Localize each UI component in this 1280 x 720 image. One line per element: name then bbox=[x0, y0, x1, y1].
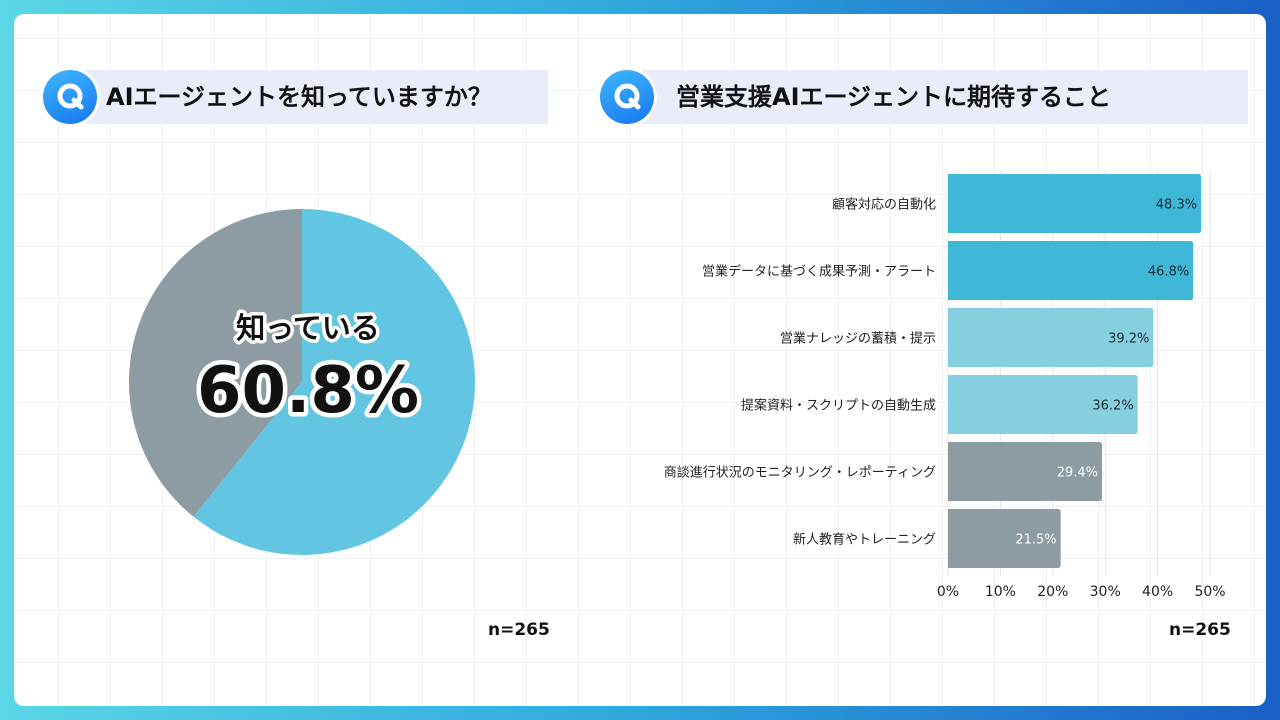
bar-category-label: 商談進行状況のモニタリング・レポーティング bbox=[664, 465, 936, 481]
bar-category-label: 顧客対応の自動化 bbox=[832, 197, 936, 213]
x-tick-label: 40% bbox=[1142, 584, 1173, 600]
pie-slice-0 bbox=[193, 209, 476, 555]
bar bbox=[948, 241, 1194, 300]
right-sample-size: n=265 bbox=[1169, 620, 1231, 640]
bar-category-label: 営業ナレッジの蓄積・提示 bbox=[780, 331, 936, 347]
right-q-badge bbox=[600, 70, 654, 124]
left-q-badge bbox=[43, 70, 97, 124]
bar-value-label: 39.2% bbox=[1108, 332, 1149, 347]
q-icon bbox=[57, 83, 84, 110]
pie-center-value: 60.8% bbox=[197, 354, 419, 428]
left-question-banner bbox=[72, 70, 548, 124]
bar-chart: 顧客対応の自動化営業データに基づく成果予測・アラート営業ナレッジの蓄積・提示提案… bbox=[664, 170, 1226, 600]
bar-value-label: 48.3% bbox=[1156, 198, 1197, 213]
bar-value-label: 21.5% bbox=[1015, 533, 1056, 548]
pie-center-label: 知っている bbox=[236, 311, 380, 345]
bar-category-label: 新人教育やトレーニング bbox=[793, 532, 936, 548]
bar bbox=[948, 442, 1103, 501]
x-tick-label: 50% bbox=[1194, 584, 1225, 600]
bar bbox=[948, 174, 1202, 233]
bar-category-label: 営業データに基づく成果予測・アラート bbox=[702, 264, 936, 280]
bar-category-label: 提案資料・スクリプトの自動生成 bbox=[741, 398, 936, 414]
pie-slice-1 bbox=[129, 209, 302, 517]
bar bbox=[948, 308, 1154, 367]
right-question-title: 営業支援AIエージェントに期待すること bbox=[676, 83, 1112, 111]
x-tick-label: 10% bbox=[985, 584, 1016, 600]
bar-value-label: 29.4% bbox=[1057, 466, 1098, 481]
bar-value-label: 46.8% bbox=[1148, 265, 1189, 280]
left-question-title: AIエージェントを知っていますか？ bbox=[106, 83, 492, 111]
bar-value-label: 36.2% bbox=[1092, 399, 1133, 414]
left-sample-size: n=265 bbox=[488, 620, 550, 640]
x-tick-label: 30% bbox=[1090, 584, 1121, 600]
bar bbox=[948, 375, 1138, 434]
pie-chart: 知っている 60.8% bbox=[129, 209, 476, 555]
bar bbox=[948, 509, 1061, 568]
q-icon bbox=[614, 83, 641, 110]
x-tick-label: 0% bbox=[937, 584, 959, 600]
x-tick-label: 20% bbox=[1037, 584, 1068, 600]
right-question-banner bbox=[628, 70, 1248, 124]
